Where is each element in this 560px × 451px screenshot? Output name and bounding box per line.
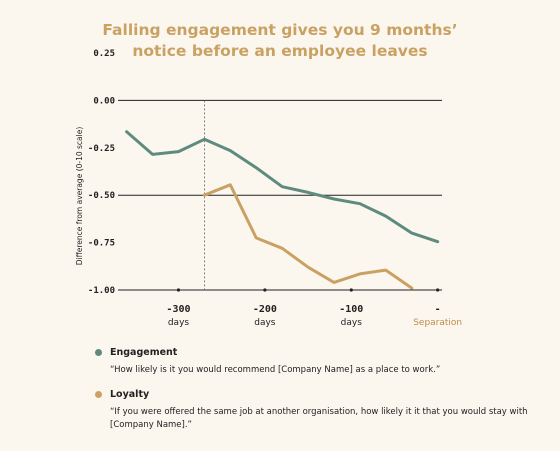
legend-item-engagement: Engagement “How likely is it you would r… xyxy=(90,345,530,377)
x-tick-dot xyxy=(263,288,267,292)
x-tick-dot xyxy=(176,288,181,292)
legend-marker-engagement xyxy=(95,349,102,356)
y-axis-label: Difference from average (0-10 scale) xyxy=(75,127,84,266)
chart-title: Falling engagement gives you 9 months’ n… xyxy=(0,20,560,62)
y-axis-label-group: Difference from average (0-10 scale) xyxy=(75,127,84,266)
legend-quote-loyalty: “If you were offered the same job at ano… xyxy=(110,407,528,430)
legend-label-loyalty: Loyalty xyxy=(110,388,150,400)
x-tick-sublabel: days xyxy=(341,318,363,328)
x-tick-dot xyxy=(436,288,440,292)
legend-item-loyalty: Loyalty “If you were offered the same jo… xyxy=(90,387,530,432)
x-tick-dot xyxy=(349,288,353,292)
series-line-engagement xyxy=(125,130,440,244)
x-tick-label: -300 xyxy=(166,304,190,315)
chart-title-line-1: Falling engagement gives you 9 months’ xyxy=(102,21,458,39)
y-tick-label: 0.00 xyxy=(93,96,115,106)
legend-label-engagement: Engagement xyxy=(110,346,178,358)
x-tick-label: - xyxy=(435,304,441,315)
legend: Engagement “How likely is it you would r… xyxy=(90,345,530,438)
series-group xyxy=(125,130,440,290)
x-tick-sublabel: Separation xyxy=(413,318,462,328)
y-tick-label: -0.75 xyxy=(88,239,115,249)
series-line-loyalty xyxy=(202,183,414,290)
y-tick-label: -1.00 xyxy=(88,286,115,296)
y-tick-labels: 0.25 0.00 -0.25 -0.50 -0.75 -1.00 xyxy=(88,49,115,296)
y-tick-label: -0.25 xyxy=(88,144,115,154)
x-tick-sublabel: days xyxy=(168,318,190,328)
legend-quote-engagement: “How likely is it you would recommend [C… xyxy=(110,365,441,375)
y-tick-label: -0.50 xyxy=(88,191,115,201)
x-tick-label: -200 xyxy=(253,304,277,315)
legend-marker-loyalty xyxy=(95,391,102,398)
gridlines xyxy=(118,99,442,291)
x-tick-sublabel: days xyxy=(254,318,276,328)
x-tick-labels: -300 days -200 days -100 days - Separation xyxy=(166,288,462,328)
x-tick-label: -100 xyxy=(339,304,363,315)
line-chart: Difference from average (0-10 scale) 0.2… xyxy=(75,49,462,328)
y-tick-label: 0.25 xyxy=(93,49,115,59)
chart-title-line-2: notice before an employee leaves xyxy=(132,42,428,60)
